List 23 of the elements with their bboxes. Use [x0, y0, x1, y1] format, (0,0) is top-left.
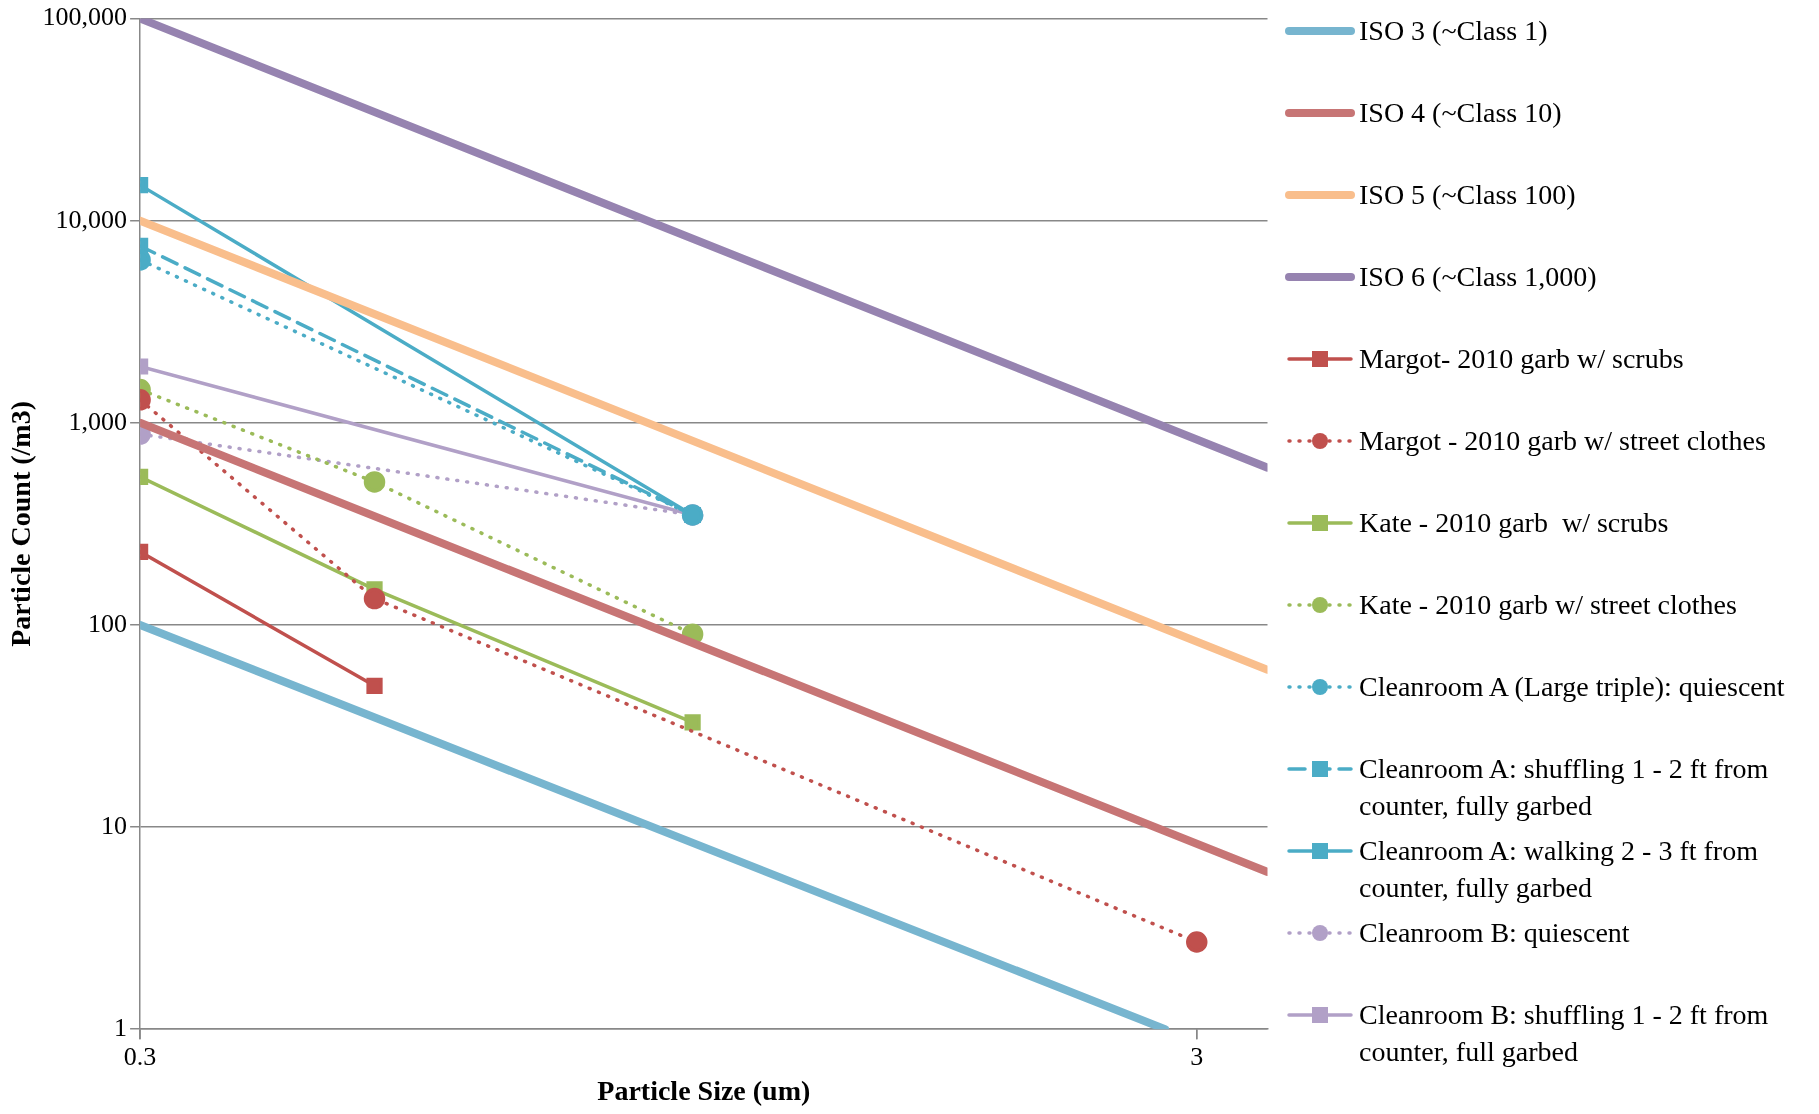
y-tick-label: 1 — [114, 1013, 128, 1043]
x-tick-label: 0.3 — [123, 1041, 157, 1071]
x-axis-title: Particle Size (um) — [597, 1075, 811, 1107]
legend-label: ISO 4 (~Class 10) — [1359, 96, 1562, 130]
legend-label: Cleanroom A: walking 2 - 3 ft from counter, fully garbed — [1359, 834, 1759, 905]
y-tick-label: 10,000 — [55, 204, 128, 234]
legend-label: ISO 3 (~Class 1) — [1359, 14, 1548, 48]
y-axis-title: Particle Count (/m3) — [5, 401, 37, 647]
legend-label: Cleanroom B: quiescent — [1359, 916, 1630, 950]
legend-label: Cleanroom A (Large triple): quiescent — [1359, 670, 1785, 704]
legend-label: ISO 5 (~Class 100) — [1359, 178, 1576, 212]
legend-label: Margot- 2010 garb w/ scrubs — [1359, 342, 1684, 376]
y-tick-label: 10 — [101, 810, 128, 840]
legend-label: Cleanroom A: shuffling 1 - 2 ft from counter, fully garbed — [1359, 752, 1770, 823]
y-tick-label: 100 — [88, 608, 128, 638]
legend-label: Cleanroom B: shuffling 1 - 2 ft from counter, full garbed — [1359, 998, 1770, 1069]
x-tick-label: 3 — [1190, 1041, 1204, 1071]
legend-label: Margot - 2010 garb w/ street clothes — [1359, 424, 1766, 458]
legend-label: ISO 6 (~Class 1,000) — [1359, 260, 1597, 294]
legend-label: Kate - 2010 garb w/ scrubs — [1359, 506, 1669, 540]
legend-label: Kate - 2010 garb w/ street clothes — [1359, 588, 1737, 622]
y-tick-label: 1,000 — [68, 406, 128, 436]
y-tick-label: 100,000 — [42, 2, 128, 32]
